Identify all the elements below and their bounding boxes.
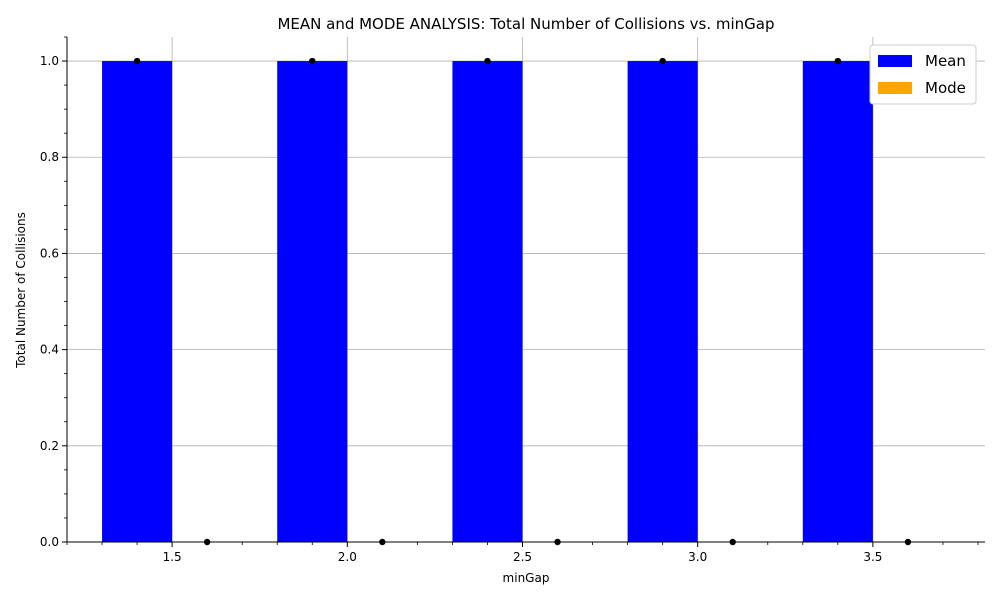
- x-tick-label-0: 1.5: [163, 550, 182, 564]
- y-tick-label-5: 1.0: [40, 54, 59, 68]
- mean-bar-0: [102, 61, 173, 543]
- y-tick-label-0: 0.0: [40, 535, 59, 549]
- y-tick-label-2: 0.4: [40, 343, 59, 357]
- x-tick-label-4: 3.5: [863, 550, 882, 564]
- mean-marker-1: [309, 57, 316, 65]
- chart-title: MEAN and MODE ANALYSIS: Total Number of …: [277, 15, 774, 33]
- legend-swatch-mean: [878, 55, 912, 67]
- y-tick-label-3: 0.6: [40, 246, 59, 260]
- x-tick-label-3: 3.0: [688, 550, 707, 564]
- y-tick-label-4: 0.8: [40, 150, 59, 164]
- mean-marker-3: [659, 57, 666, 65]
- mean-bar-4: [802, 61, 873, 543]
- mean-bar-2: [452, 61, 523, 543]
- bars: [102, 61, 873, 543]
- axes: 1.5 2.0 2.5 3.0 3.5 0.0 0.2 0.4 0.6 0.8 1.0: [40, 36, 985, 564]
- mean-bar-1: [277, 61, 348, 543]
- legend-swatch-mode: [878, 82, 912, 94]
- y-axis-title: Total Number of Collisions: [14, 212, 28, 369]
- legend-label-mode: Mode: [925, 79, 966, 97]
- x-tick-label-2: 2.5: [513, 550, 532, 564]
- mean-bar-3: [627, 61, 698, 543]
- y-tick-label-1: 0.2: [40, 439, 59, 453]
- legend-label-mean: Mean: [925, 52, 966, 70]
- legend: Mean Mode: [869, 44, 977, 105]
- mean-marker-2: [484, 57, 491, 65]
- mean-marker-4: [834, 57, 842, 65]
- mean-marker-0: [133, 57, 141, 65]
- x-tick-label-1: 2.0: [338, 550, 357, 564]
- x-axis-title: minGap: [503, 571, 550, 585]
